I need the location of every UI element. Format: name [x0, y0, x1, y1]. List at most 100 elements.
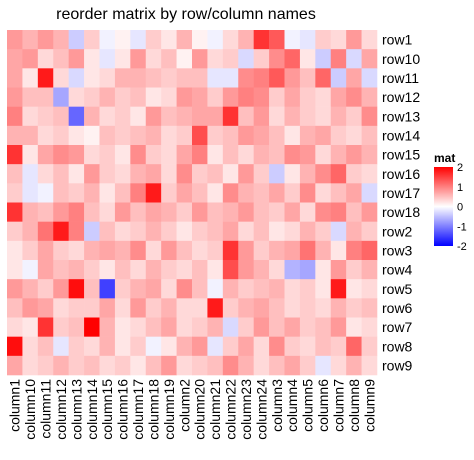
heatmap-cell: [99, 336, 116, 357]
heatmap-cell: [114, 336, 131, 357]
row-label: row11: [382, 70, 419, 86]
heatmap-cell: [145, 336, 162, 357]
heatmap-cell: [253, 68, 270, 88]
heatmap-cell: [99, 125, 116, 146]
heatmap-cell: [84, 30, 100, 50]
heatmap-cell: [176, 298, 193, 318]
heatmap-cell: [361, 125, 378, 146]
heatmap-cell: [84, 106, 100, 127]
heatmap-cell: [145, 202, 162, 222]
column-label: column12: [53, 379, 69, 440]
heatmap-cell: [346, 30, 362, 50]
heatmap-cell: [7, 164, 23, 184]
heatmap-cell: [99, 279, 116, 299]
heatmap-cell: [330, 202, 347, 222]
heatmap-cell: [68, 145, 85, 165]
heatmap-cell: [7, 240, 23, 261]
heatmap-cell: [269, 49, 285, 69]
heatmap-cell: [99, 87, 116, 107]
heatmap-cell: [53, 260, 69, 280]
heatmap-cell: [22, 68, 39, 88]
heatmap-cell: [315, 87, 332, 107]
heatmap-cell: [7, 202, 23, 222]
heatmap-cell: [346, 221, 362, 242]
heatmap-cell: [37, 279, 54, 299]
heatmap-cell: [284, 317, 301, 337]
heatmap-cell: [7, 279, 23, 299]
heatmap-cell: [176, 336, 193, 357]
heatmap-cell: [161, 240, 177, 261]
heatmap-cell: [84, 298, 100, 318]
heatmap-cell: [68, 106, 85, 127]
heatmap-cell: [269, 30, 285, 50]
heatmap-cell: [284, 183, 301, 203]
heatmap-cell: [22, 279, 39, 299]
heatmap-cell: [222, 145, 239, 165]
heatmap-cell: [346, 336, 362, 357]
heatmap-cell: [37, 298, 54, 318]
heatmap-cell: [346, 106, 362, 127]
heatmap-cell: [346, 317, 362, 337]
heatmap-cell: [68, 355, 85, 376]
heatmap-cell: [361, 279, 378, 299]
heatmap-cell: [130, 317, 147, 337]
heatmap-cell: [284, 30, 301, 50]
heatmap-cell: [315, 30, 332, 50]
heatmap-cell: [84, 279, 100, 299]
column-label: column6: [315, 379, 331, 432]
heatmap-cell: [361, 68, 378, 88]
row-label: row6: [382, 300, 413, 316]
heatmap-cell: [84, 183, 100, 203]
heatmap-cell: [284, 260, 301, 280]
heatmap-cell: [84, 49, 100, 69]
heatmap-cell: [299, 221, 316, 242]
heatmap-cell: [253, 298, 270, 318]
row-label: row16: [382, 166, 420, 182]
heatmap-cell: [68, 183, 85, 203]
heatmap-cell: [161, 202, 177, 222]
heatmap-cell: [22, 106, 39, 127]
heatmap-cell: [68, 279, 85, 299]
heatmap-cell: [330, 336, 347, 357]
heatmap-cell: [330, 355, 347, 376]
heatmap-cell: [222, 260, 239, 280]
heatmap-cell: [99, 202, 116, 222]
heatmap-cell: [284, 279, 301, 299]
heatmap-cell: [361, 183, 378, 203]
heatmap-cell: [315, 49, 332, 69]
heatmap-cell: [284, 164, 301, 184]
heatmap-cell: [22, 221, 39, 242]
heatmap-cell: [284, 106, 301, 127]
heatmap-cell: [7, 260, 23, 280]
heatmap-cell: [330, 145, 347, 165]
heatmap-cell: [53, 125, 69, 146]
heatmap-cell: [346, 355, 362, 376]
heatmap-cell: [130, 336, 147, 357]
heatmap-cell: [284, 298, 301, 318]
heatmap-cell: [238, 336, 254, 357]
heatmap-cell: [253, 106, 270, 127]
heatmap-cell: [145, 240, 162, 261]
heatmap-cell: [238, 106, 254, 127]
heatmap-cell: [53, 202, 69, 222]
heatmap-cell: [315, 336, 332, 357]
heatmap-cell: [130, 87, 147, 107]
heatmap-cell: [99, 68, 116, 88]
heatmap-cell: [22, 240, 39, 261]
heatmap-cell: [22, 298, 39, 318]
heatmap-cell: [130, 164, 147, 184]
heatmap-cell: [68, 164, 85, 184]
heatmap-cell: [346, 202, 362, 222]
heatmap-cell: [22, 355, 39, 376]
heatmap-cell: [161, 145, 177, 165]
heatmap-cell: [53, 87, 69, 107]
heatmap-cell: [253, 87, 270, 107]
heatmap-cell: [130, 355, 147, 376]
heatmap-cell: [22, 183, 39, 203]
column-label: column20: [192, 379, 208, 440]
heatmap-cell: [207, 125, 224, 146]
heatmap-cell: [84, 68, 100, 88]
heatmap-cell: [114, 279, 131, 299]
heatmap-cell: [299, 336, 316, 357]
heatmap-cell: [176, 125, 193, 146]
